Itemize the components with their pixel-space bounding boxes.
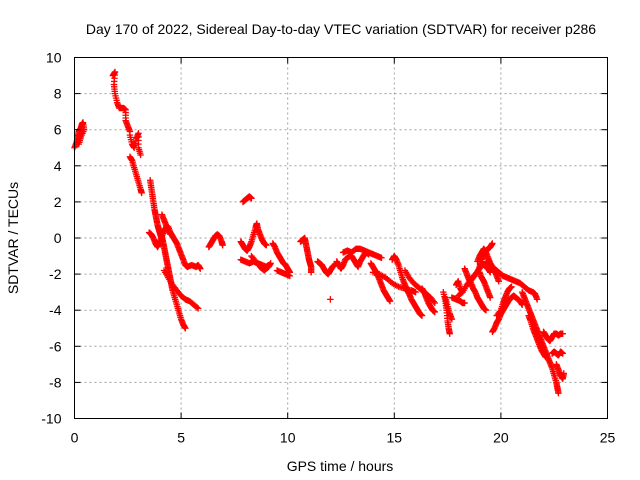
y-tick-label: -4 bbox=[49, 302, 62, 318]
data-point bbox=[286, 272, 294, 280]
y-tick-label: -6 bbox=[49, 338, 62, 354]
y-tick-label: 8 bbox=[54, 86, 62, 102]
data-point bbox=[555, 390, 562, 397]
data-points bbox=[71, 68, 567, 397]
axis-ticks: 0 5 10 15 20 25 -10 -8 -6 -4 -2 0 2 4 6 8 10 bbox=[41, 50, 615, 446]
data-point bbox=[307, 269, 315, 276]
data-point bbox=[430, 298, 437, 305]
data-point bbox=[533, 296, 541, 303]
x-tick-label: 25 bbox=[600, 430, 616, 446]
data-point bbox=[267, 260, 274, 267]
data-point bbox=[75, 140, 82, 148]
y-tick-label: 2 bbox=[54, 194, 62, 210]
data-point bbox=[412, 288, 419, 296]
data-point bbox=[219, 242, 226, 249]
data-point bbox=[482, 307, 490, 314]
data-point bbox=[448, 316, 456, 323]
chart-title: Day 170 of 2022, Sidereal Day-to-day VTE… bbox=[86, 21, 596, 37]
x-axis-label: GPS time / hours bbox=[287, 458, 394, 474]
data-point bbox=[378, 254, 385, 262]
data-point bbox=[431, 308, 439, 316]
data-point bbox=[508, 283, 515, 290]
y-tick-label: 6 bbox=[54, 122, 62, 138]
data-point bbox=[446, 330, 453, 337]
data-point bbox=[263, 242, 270, 249]
data-point bbox=[138, 189, 145, 197]
data-point bbox=[487, 294, 494, 301]
y-tick-label: 4 bbox=[54, 158, 62, 174]
x-tick-label: 15 bbox=[387, 430, 403, 446]
y-axis-label: SDTVAR / TECUs bbox=[5, 182, 21, 294]
y-tick-label: 0 bbox=[54, 230, 62, 246]
data-point bbox=[559, 350, 566, 357]
data-point bbox=[418, 312, 426, 319]
x-tick-label: 0 bbox=[71, 430, 79, 446]
data-point bbox=[193, 304, 201, 311]
data-point bbox=[489, 240, 496, 247]
data-point bbox=[137, 151, 144, 159]
data-point bbox=[560, 370, 567, 377]
grid-lines bbox=[74, 57, 608, 419]
y-tick-label: -8 bbox=[49, 374, 62, 390]
x-tick-label: 10 bbox=[280, 430, 296, 446]
data-point bbox=[327, 296, 334, 303]
data-point bbox=[386, 297, 394, 305]
data-point bbox=[431, 299, 439, 307]
y-tick-label: -2 bbox=[49, 266, 62, 282]
y-tick-label: 10 bbox=[46, 50, 62, 66]
data-point bbox=[182, 325, 189, 332]
data-point bbox=[197, 265, 204, 272]
x-tick-label: 5 bbox=[177, 430, 185, 446]
data-point bbox=[461, 299, 468, 307]
data-point bbox=[495, 278, 502, 285]
data-point bbox=[542, 353, 549, 361]
x-tick-label: 20 bbox=[493, 430, 509, 446]
data-point bbox=[194, 305, 202, 312]
data-point bbox=[248, 195, 255, 202]
y-tick-label: -10 bbox=[41, 411, 61, 427]
data-point bbox=[559, 330, 566, 337]
